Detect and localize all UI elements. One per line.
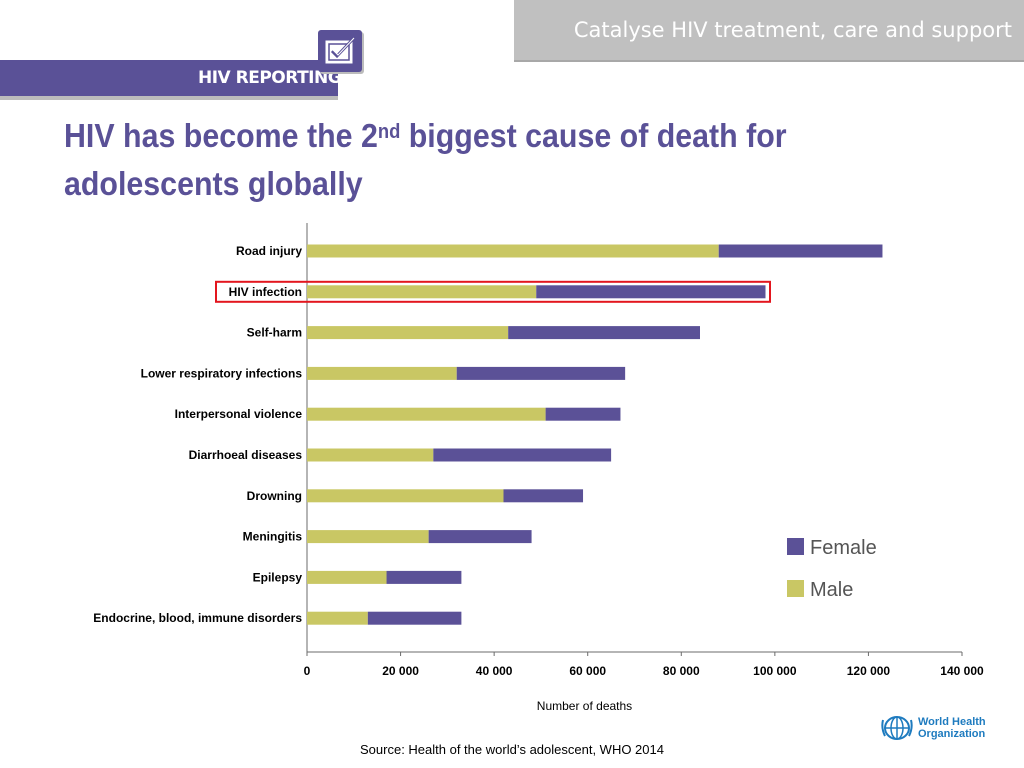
bar-female <box>386 570 462 584</box>
bar-male <box>307 570 387 584</box>
legend-label: Female <box>810 537 877 559</box>
logo-text: HIV REPORTING <box>198 68 342 88</box>
category-label: Meningitis <box>243 530 303 544</box>
bar-female <box>433 448 612 462</box>
category-label: Road injury <box>236 244 302 258</box>
bar-female <box>428 530 532 544</box>
banner-text: Catalyse HIV treatment, care and support <box>573 18 1012 42</box>
x-tick-label: 40 000 <box>476 664 513 678</box>
logo-band-shadow <box>0 96 338 100</box>
bar-male <box>307 448 434 462</box>
bar-female <box>545 407 621 421</box>
header-banner: Catalyse HIV treatment, care and support <box>514 0 1024 62</box>
deaths-bar-chart: 0 20 000 40 000 60 000 80 000 100 000 120 000 1… <box>93 223 984 713</box>
bar-male <box>307 530 429 544</box>
bar-male <box>307 326 509 340</box>
checkbox-logo-icon <box>318 30 362 72</box>
category-label: Endocrine, blood, immune disorders <box>93 611 302 625</box>
legend-label: Male <box>810 579 853 601</box>
category-label: Lower respiratory infections <box>141 366 303 380</box>
bar-female <box>456 366 626 380</box>
bar-female <box>508 326 700 340</box>
highlight-box <box>215 280 771 303</box>
category-label: Epilepsy <box>253 570 303 584</box>
legend-swatch <box>787 580 804 597</box>
category-label: Self-harm <box>247 326 302 340</box>
bar-male <box>307 489 504 503</box>
x-axis-label: Number of deaths <box>537 699 632 713</box>
legend-swatch <box>787 538 804 555</box>
x-tick-label: 100 000 <box>753 664 797 678</box>
x-tick-label: 20 000 <box>382 664 419 678</box>
bar-male <box>307 611 368 625</box>
title-part2: biggest cause of death for adolescents g… <box>64 117 787 202</box>
source-note: Source: Health of the world’s adolescent… <box>360 742 664 757</box>
slide-title: HIV has become the 2nd biggest cause of … <box>64 112 892 208</box>
category-label: Diarrhoeal diseases <box>189 448 303 462</box>
bar-female <box>503 489 584 503</box>
x-tick-label: 120 000 <box>847 664 891 678</box>
x-tick-label: 0 <box>304 664 311 678</box>
category-label: Drowning <box>247 489 302 503</box>
x-tick-label: 60 000 <box>569 664 606 678</box>
bar-female <box>718 244 883 258</box>
category-label: HIV infection <box>229 285 302 299</box>
title-sup: nd <box>377 121 401 143</box>
bar-male <box>307 244 719 258</box>
logo-band <box>0 60 338 98</box>
bar-male <box>307 285 537 299</box>
title-part1: HIV has become the 2 <box>64 117 378 154</box>
category-label: Interpersonal violence <box>175 407 303 421</box>
who-line2: Organization <box>918 728 986 740</box>
x-tick-label: 140 000 <box>940 664 984 678</box>
bar-male <box>307 366 457 380</box>
bar-female <box>367 611 462 625</box>
bar-female <box>536 285 766 299</box>
bar-male <box>307 407 546 421</box>
x-tick-label: 80 000 <box>663 664 700 678</box>
who-line1: World Health <box>918 716 986 728</box>
who-emblem-icon <box>881 716 913 740</box>
who-logo: World Health Organization <box>880 714 986 742</box>
